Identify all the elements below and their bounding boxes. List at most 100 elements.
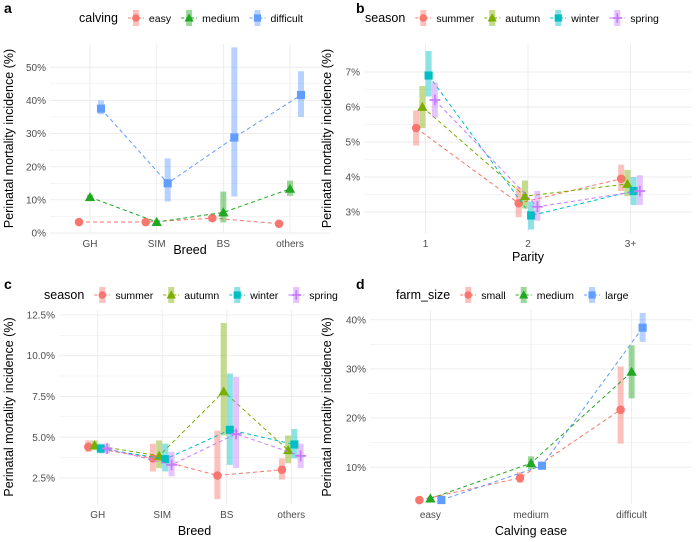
x-tick-label: difficult [616,510,647,521]
series-line [419,409,621,501]
legend-label: winter [249,290,279,302]
legend-key-marker [612,13,623,23]
legend: calving easy medium difficult [79,10,303,26]
data-point [101,443,113,454]
data-point [161,455,170,464]
data-point [415,495,424,505]
y-axis-title: Perinatal mortality incidence (%) [320,49,334,228]
legend-label: summer [115,290,153,302]
data-point [284,183,296,193]
legend-key-marker [233,291,241,299]
x-tick-label: GH [90,510,105,521]
data-point [74,217,84,227]
legend-key-marker [98,291,107,299]
y-axis-title: Perinatal mortality incidence (%) [2,49,16,228]
data-point [429,94,441,106]
data-point [525,458,537,468]
series-line [428,75,634,217]
data-point [424,71,433,80]
legend-label: autumn [184,290,219,302]
data-point [290,440,299,449]
data-point [96,444,105,453]
y-tick-label: 20% [346,414,366,425]
y-tick-label: 3% [346,208,361,219]
series-line [88,446,282,476]
legend-label: summer [436,13,474,25]
data-point [141,217,150,227]
y-tick-label: 10% [346,463,366,474]
x-axis-title: Calving ease [495,524,567,538]
series-line [100,429,295,460]
legend: season summer autumn winter spring [44,287,338,303]
x-tick-label: others [276,239,304,250]
legend-key-marker [253,14,262,22]
legend-key-marker [519,290,529,299]
series-line [441,327,644,501]
x-tick-label: others [277,510,305,521]
x-tick-label: BS [220,510,234,521]
data-point [230,133,239,142]
y-tick-label: 30% [26,129,46,140]
data-point [626,366,637,376]
x-axis-title: Parity [512,250,545,264]
y-tick-label: 5% [346,138,361,149]
x-tick-label: SIM [148,239,166,250]
x-tick-label: BS [217,239,231,250]
data-point [537,461,547,470]
legend-title: farm_size [396,288,450,302]
y-tick-label: 20% [26,162,46,173]
data-point [411,123,421,133]
y-tick-label: 50% [26,63,46,74]
legend-label: large [605,290,629,302]
data-point [634,185,646,197]
legend-title: season [44,288,84,302]
legend-label: winter [570,13,600,25]
data-point [84,192,96,202]
data-point [616,405,625,414]
data-point [166,459,177,471]
legend-key-marker [166,290,176,299]
legend: season summer autumn winter spring [365,10,659,26]
legend-label: spring [309,290,338,302]
data-point [295,450,307,462]
legend-label: medium [202,13,240,25]
panel-tag: d [356,276,365,292]
legend-title: calving [79,11,118,25]
x-tick-label: 3+ [625,239,637,250]
series-line [106,433,301,466]
x-axis-title: Breed [178,524,211,538]
data-point [282,445,294,455]
legend-label: small [481,290,506,302]
x-tick-label: GH [83,239,98,250]
y-tick-label: 12.5% [27,310,55,321]
data-point [96,104,106,113]
y-tick-label: 6% [346,103,361,114]
x-tick-label: SIM [153,510,171,521]
data-point [638,323,647,332]
data-point [213,471,222,480]
data-point [515,473,525,483]
legend-key-marker [588,291,596,299]
legend-label: spring [630,13,659,25]
y-tick-label: 10.0% [27,351,55,362]
legend-key-marker [291,290,302,300]
legend-key-marker [464,291,472,299]
y-axis-title: Perinatal mortality incidence (%) [2,317,16,496]
data-point [514,198,523,208]
y-tick-label: 30% [346,365,366,376]
data-point [616,174,626,184]
y-tick-label: 7.5% [32,392,55,403]
data-point [208,213,217,223]
series-line [434,99,640,208]
legend-title: season [365,11,405,25]
panel-tag: b [356,0,365,16]
panel-a: a 0% 10% 20% 30% 40% 50% GH SIM BS others Breed Peri… [2,0,330,257]
x-tick-label: medium [513,510,549,521]
legend-key-marker [419,14,428,22]
panel-c: c 2.5% 5.0% 7.5% 10.0% 12.5% GH SIM BS others Bree… [2,276,338,538]
panel-tag: a [4,0,12,16]
data-point [629,186,638,196]
y-tick-label: 40% [346,315,366,326]
y-tick-label: 40% [26,96,46,107]
